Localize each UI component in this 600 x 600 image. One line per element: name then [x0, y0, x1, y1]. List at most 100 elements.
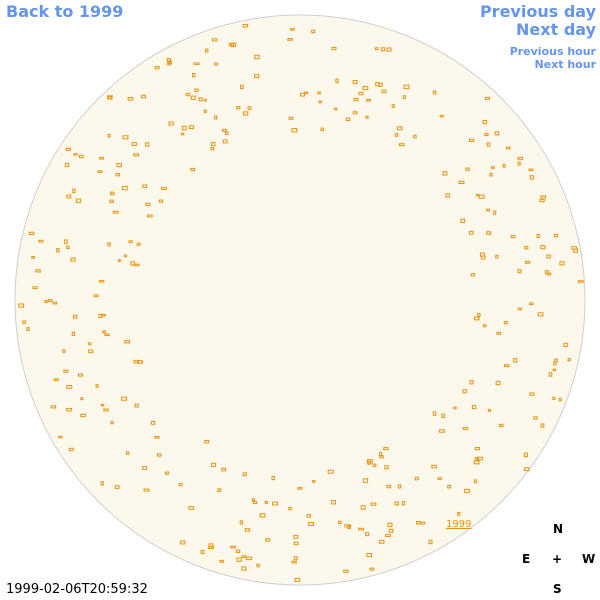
speckle: [432, 90, 437, 95]
speckle: [141, 94, 146, 99]
speckle: [419, 521, 426, 525]
speckle: [128, 240, 133, 244]
speckle: [442, 171, 448, 176]
speckle: [353, 97, 359, 102]
speckle: [304, 91, 309, 95]
speckle: [445, 193, 451, 198]
solar-disk: [14, 14, 586, 586]
speckle: [548, 372, 553, 377]
previous-day-link[interactable]: Previous day: [479, 2, 596, 21]
speckle: [137, 360, 144, 364]
speckle: [383, 447, 389, 451]
speckle: [72, 188, 76, 194]
speckle: [366, 459, 373, 464]
speckle: [240, 84, 244, 89]
speckle: [558, 397, 562, 402]
speckle: [288, 116, 294, 120]
speckle: [154, 435, 160, 439]
speckle: [517, 307, 522, 311]
speckle: [414, 476, 419, 481]
speckle: [394, 501, 400, 506]
speckle: [308, 522, 314, 526]
speckle: [494, 131, 500, 136]
speckle: [245, 556, 252, 561]
speckle: [244, 528, 250, 532]
speckle: [366, 99, 371, 102]
back-link[interactable]: Back to 1999: [6, 2, 124, 21]
speckle: [293, 534, 299, 539]
speckle: [50, 405, 57, 409]
speckle: [388, 528, 394, 533]
speckle: [188, 125, 194, 130]
speckle: [567, 358, 571, 362]
speckle: [254, 54, 260, 60]
speckle: [127, 97, 134, 101]
speckle: [203, 109, 207, 113]
speckle: [203, 98, 207, 102]
speckle: [214, 115, 218, 120]
speckle: [63, 239, 68, 244]
speckle: [66, 194, 72, 199]
speckle: [306, 514, 312, 518]
speckle: [80, 397, 84, 401]
next-day-link[interactable]: Next day: [516, 20, 596, 39]
speckle: [486, 231, 492, 235]
speckle: [495, 254, 499, 259]
speckle: [44, 300, 48, 304]
speckle: [99, 156, 104, 160]
speckle: [251, 498, 256, 502]
speckle: [88, 342, 92, 346]
speckle: [334, 107, 338, 111]
year-link[interactable]: 1999: [446, 519, 472, 530]
speckle: [523, 452, 528, 458]
speckle: [193, 62, 200, 65]
speckle: [290, 28, 295, 31]
speckle: [242, 111, 249, 116]
speckle: [477, 456, 483, 461]
speckle: [503, 321, 508, 325]
speckle: [489, 172, 493, 177]
speckle: [441, 413, 445, 418]
next-hour-link[interactable]: Next hour: [534, 58, 597, 71]
speckle: [365, 115, 369, 119]
speckle: [230, 545, 236, 549]
speckle: [468, 138, 475, 143]
speckle: [381, 89, 387, 94]
speckle: [327, 469, 334, 474]
previous-hour-link[interactable]: Previous hour: [509, 45, 596, 58]
speckle: [178, 482, 183, 487]
speckle: [66, 385, 73, 389]
speckle: [398, 143, 405, 147]
speckle: [66, 245, 70, 250]
speckle: [517, 161, 521, 166]
speckle: [110, 421, 114, 425]
speckle: [230, 42, 237, 48]
speckle: [103, 408, 109, 412]
speckle: [158, 199, 164, 203]
speckle: [473, 460, 480, 465]
speckle: [110, 191, 115, 196]
speckle: [133, 153, 139, 157]
speckle: [437, 477, 442, 480]
speckle: [117, 259, 121, 262]
speckle: [499, 423, 504, 428]
speckle: [247, 106, 252, 111]
speckle: [210, 147, 215, 151]
speckle: [198, 97, 203, 102]
speckle: [352, 80, 358, 85]
speckle: [107, 133, 111, 138]
speckle: [97, 170, 103, 173]
speckle: [168, 60, 172, 65]
speckle: [391, 104, 395, 108]
speckle: [331, 499, 336, 505]
speckle: [70, 257, 76, 262]
speckle: [403, 84, 410, 90]
speckle: [75, 198, 82, 203]
speckle: [318, 100, 322, 104]
speckle: [337, 520, 342, 524]
speckle: [385, 534, 391, 538]
speckle: [222, 128, 227, 132]
active-regions: [18, 23, 584, 582]
speckle: [168, 121, 174, 126]
compass-north: N: [553, 522, 564, 536]
